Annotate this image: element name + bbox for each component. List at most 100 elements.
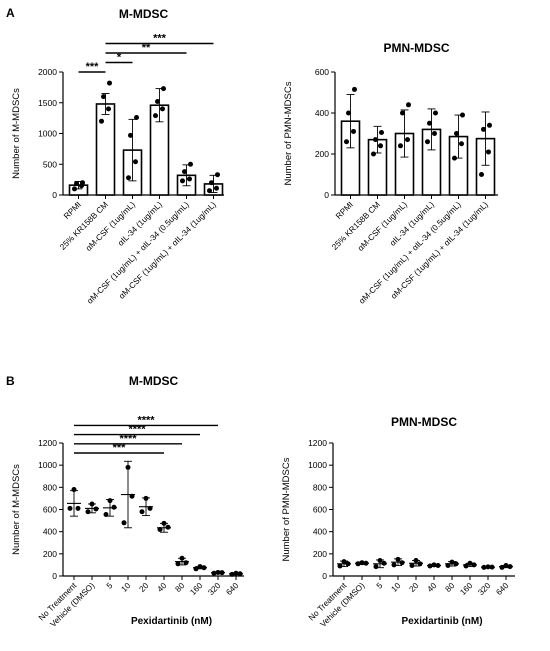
y-tick-label: 600 [313, 505, 327, 515]
data-point [229, 571, 235, 577]
data-point [101, 94, 106, 100]
y-tick-label: 1500 [38, 98, 57, 108]
y-tick-label: 400 [313, 527, 327, 537]
data-point [417, 561, 423, 567]
data-point [341, 559, 347, 565]
data-point [345, 561, 351, 567]
x-tick-label: 10 [390, 581, 403, 594]
data-point [201, 565, 207, 571]
data-point [209, 180, 214, 186]
data-point [359, 560, 365, 566]
x-tick-label: αM-CSF (1ug/mL) [356, 200, 409, 253]
chart-pmn-mdsc-culture: PMN-MDSC 0 200 400 600 Number of PMN-MDSCs RPM… [283, 41, 498, 306]
y-tick-label: 1000 [38, 129, 57, 139]
data-point [180, 178, 185, 184]
data-point [139, 509, 145, 515]
y-tick-label: 1000 [308, 460, 327, 470]
data-point [406, 102, 411, 108]
data-point [381, 560, 387, 566]
data-point [459, 141, 464, 147]
data-point [129, 493, 135, 499]
data-point [89, 501, 95, 507]
y-tick-label: 0 [52, 571, 57, 581]
data-point [395, 556, 401, 562]
data-point [479, 172, 484, 177]
data-point [126, 175, 131, 181]
y-tick-label: 800 [43, 482, 57, 492]
x-axis-label: Pexidartinib (nM) [401, 616, 482, 627]
data-point [193, 566, 199, 572]
data-point [125, 464, 131, 470]
data-point [449, 559, 455, 565]
data-point [445, 562, 451, 568]
x-tick-label: 5 [105, 581, 115, 591]
y-axis-label: Number of M-MDSCs [11, 88, 22, 179]
y-tick-label: 200 [315, 149, 329, 159]
panel-label-a: A [6, 6, 15, 20]
data-point [103, 511, 109, 517]
x-tick-label: αM-CSF (1ug/mL) + αIL-34 (1ug/mL) [117, 200, 218, 301]
data-point [489, 564, 495, 570]
x-tick-label: 25% KR158B CM [330, 200, 382, 252]
data-point [413, 557, 419, 563]
y-tick-label: 800 [313, 482, 327, 492]
data-point [481, 564, 487, 570]
data-point [399, 560, 405, 566]
chart-m-mdsc-pexidartinib: M-MDSC 0 200 400 600 800 1000 1200 Number of M-M… [11, 374, 244, 629]
x-tick-label: 40 [426, 581, 439, 594]
data-point [435, 562, 441, 568]
data-point [237, 571, 243, 577]
data-point [74, 181, 79, 187]
data-point [463, 563, 469, 569]
data-point [107, 80, 112, 86]
data-point [93, 506, 99, 512]
data-point [165, 524, 171, 530]
data-point [337, 563, 343, 569]
data-point [391, 562, 397, 568]
panel-label-b: B [6, 374, 15, 388]
data-point [471, 562, 477, 568]
data-point [161, 520, 167, 526]
data-point [143, 495, 149, 501]
data-point [405, 137, 410, 143]
data-point [373, 137, 378, 143]
chart-pmn-mdsc-pexidartinib: PMN-MDSC 0 200 400 600 800 1000 1200 Number of P… [281, 415, 515, 629]
chart-title: PMN-MDSC [384, 41, 450, 55]
x-axis-label: Pexidartinib (nM) [131, 616, 212, 627]
significance-label: * [117, 52, 122, 64]
data-point [398, 143, 403, 149]
x-tick-label: αM-CSF (1ug/mL) + αIL-34 (0.5ug/mL) [85, 200, 191, 306]
data-point [197, 564, 203, 570]
y-tick-label: 0 [322, 571, 327, 581]
data-point [460, 112, 465, 118]
data-point [160, 106, 165, 112]
data-point [153, 113, 158, 119]
data-point [373, 564, 379, 570]
data-point [67, 505, 73, 511]
data-point [182, 169, 187, 175]
x-tick-label: 160 [188, 581, 204, 597]
data-point [175, 561, 181, 567]
data-point [378, 143, 383, 149]
x-tick-label: 640 [224, 581, 240, 597]
data-point [147, 505, 153, 511]
x-tick-label: 80 [174, 581, 187, 594]
x-tick-label: 20 [408, 581, 421, 594]
y-tick-label: 600 [315, 67, 329, 77]
data-point [409, 562, 415, 568]
data-point [427, 563, 433, 569]
chart-title: M-MDSC [129, 374, 179, 388]
y-tick-label: 2000 [38, 67, 57, 77]
y-tick-label: 1200 [308, 438, 327, 448]
data-point [344, 139, 349, 145]
y-axis-label: Number of PMN-MDSCs [283, 81, 294, 185]
y-tick-label: 0 [324, 190, 329, 200]
data-point [161, 86, 166, 92]
y-tick-label: 0 [52, 190, 57, 200]
data-point [211, 570, 217, 576]
data-point [99, 118, 104, 124]
chart-title: M-MDSC [119, 7, 169, 21]
data-point [133, 159, 138, 165]
significance-label: *** [86, 61, 100, 73]
y-tick-label: 400 [43, 527, 57, 537]
